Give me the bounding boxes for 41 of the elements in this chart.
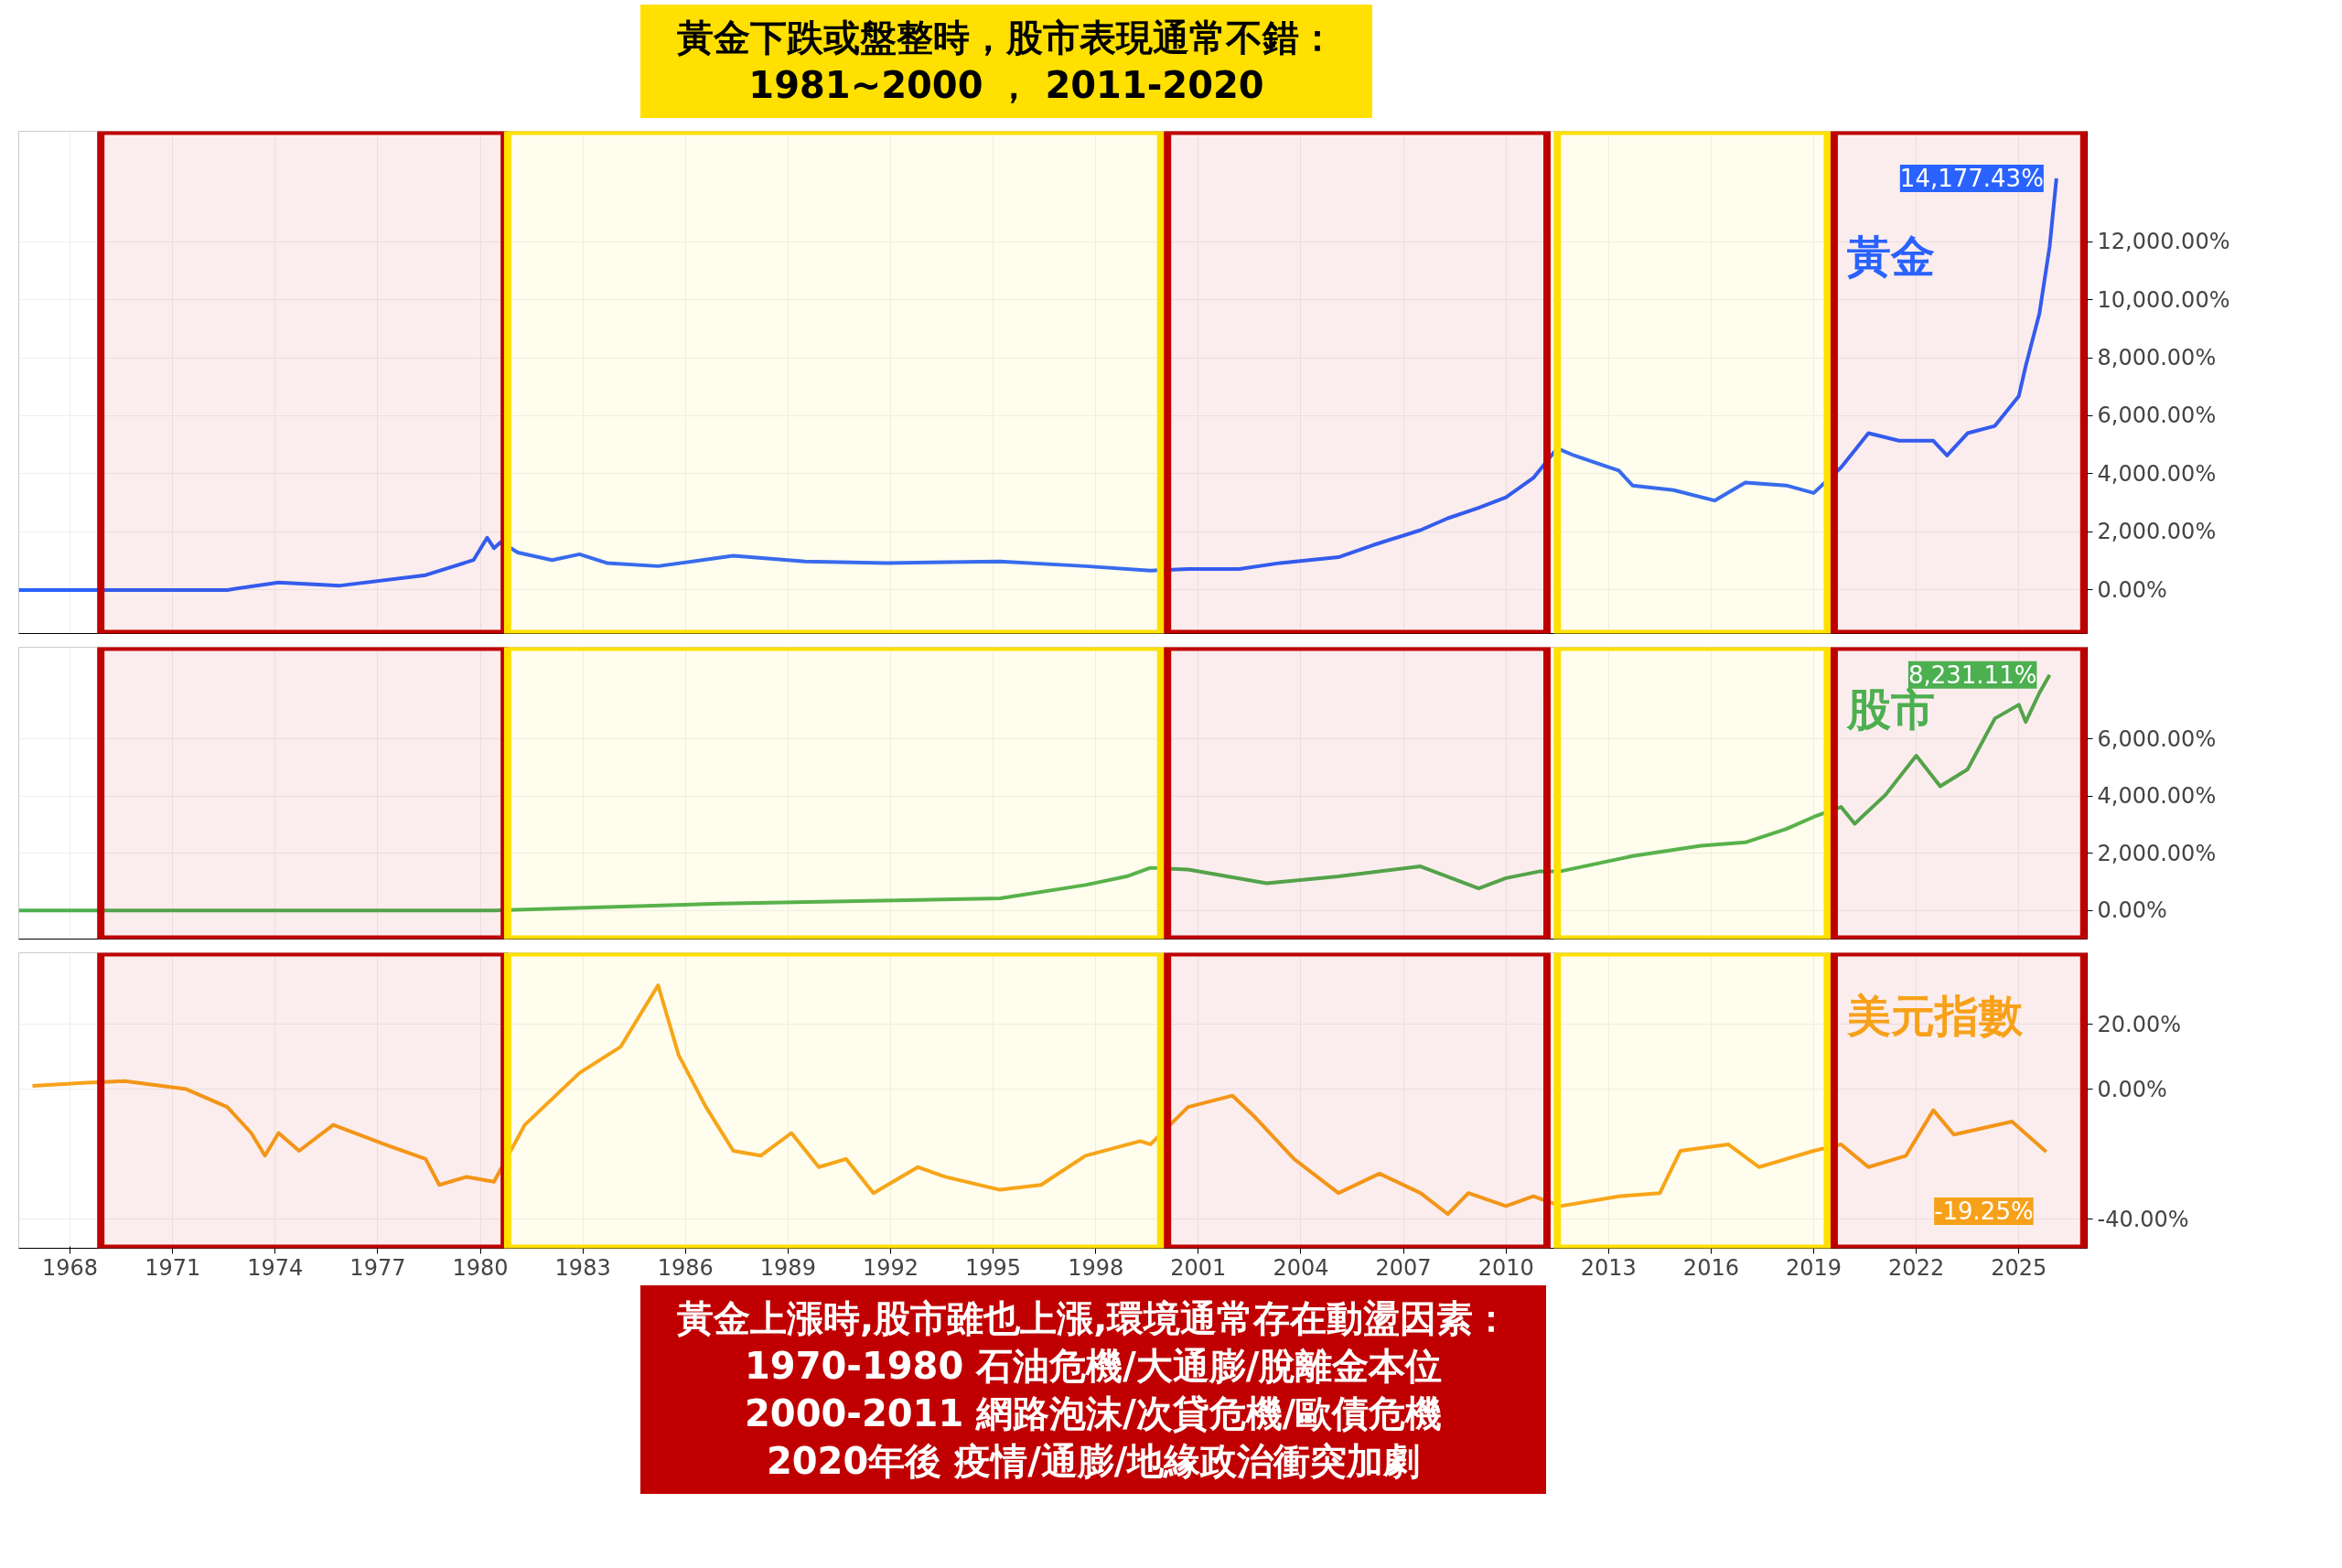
legend-label: 黃金 (1846, 231, 1935, 283)
x-tick-label: 1989 (759, 1254, 816, 1281)
y-tick-label: 6,000.00% (2097, 403, 2217, 429)
x-tick-label: 1968 (42, 1254, 99, 1281)
x-tick-label: 2022 (1888, 1254, 1945, 1281)
y-tick-label: 2,000.00% (2097, 840, 2217, 866)
y-tick-label: 4,000.00% (2097, 783, 2217, 810)
x-tick-label: 2025 (1991, 1254, 2047, 1281)
x-tick-label: 1977 (349, 1254, 406, 1281)
x-tick-label: 2010 (1477, 1254, 1534, 1281)
y-tick-label: 0.00% (2097, 1076, 2167, 1102)
y-tick-label: 2,000.00% (2097, 519, 2217, 545)
y-tick-label: 6,000.00% (2097, 725, 2217, 752)
x-tick-label: 2016 (1682, 1254, 1739, 1281)
y-tick-label: 20.00% (2097, 1011, 2182, 1037)
annotation: 8,231.11% (1907, 660, 2037, 689)
x-tick-label: 1971 (145, 1254, 201, 1281)
series-label: 美元指數 (1845, 990, 2024, 1042)
text: 黃金上漲時,股市雖也上漲,環境通常存在動盪因素： 1970-1980 石油危機/大通膨/脫離金本位 2000-2011 網路泡沫/次貸危機/歐債危機 2020年後 疫情/通膨/地緣政治衝突加劇 (640, 1285, 1547, 1494)
x-tick-label: 1995 (965, 1254, 1022, 1281)
x-tick-label: 2001 (1170, 1254, 1227, 1281)
x-tick-label: 1983 (554, 1254, 611, 1281)
y-tick-label: 0.00% (2097, 576, 2167, 603)
y-tick-label: 8,000.00% (2097, 345, 2217, 371)
text: 黃金下跌或盤整時，股市表現通常不錯： 1981~2000 ， 2011-2020 (640, 5, 1372, 118)
x-tick-label: 2019 (1785, 1254, 1842, 1281)
y-tick-label: 4,000.00% (2097, 460, 2217, 487)
x-tick-label: 1974 (247, 1254, 304, 1281)
x-tick-label: 1992 (862, 1254, 919, 1281)
x-tick-label: 1980 (452, 1254, 509, 1281)
x-tick-label: 2013 (1580, 1254, 1637, 1281)
y-tick-label: 10,000.00% (2097, 286, 2230, 313)
y-tick-label: 12,000.00% (2097, 229, 2230, 255)
annotation: 14,177.43% (1899, 165, 2044, 192)
y-tick-label: -40.00% (2097, 1206, 2189, 1232)
x-tick-label: 2004 (1273, 1254, 1329, 1281)
x-tick-label: 1998 (1068, 1254, 1124, 1281)
x-tick-label: 1986 (657, 1254, 714, 1281)
annotation: -19.25% (1934, 1197, 2034, 1225)
x-tick-label: 2007 (1375, 1254, 1432, 1281)
y-tick-label: 0.00% (2097, 897, 2167, 924)
